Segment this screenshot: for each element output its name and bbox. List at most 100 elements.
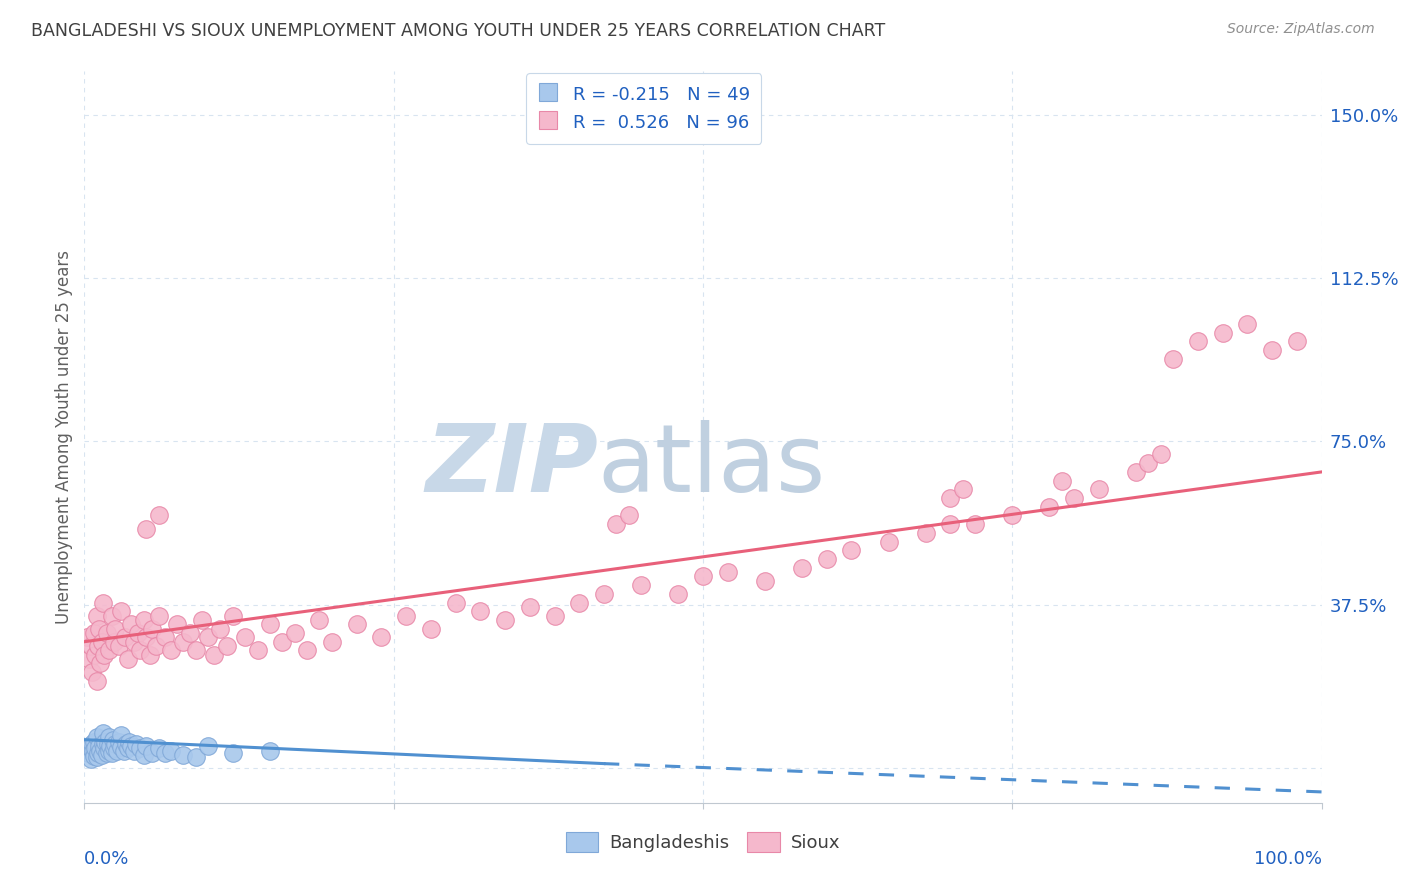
Point bbox=[96, 626, 118, 640]
Point bbox=[1261, 343, 1284, 357]
Point bbox=[1285, 334, 1308, 349]
Point bbox=[76, 631, 98, 645]
Point bbox=[295, 643, 318, 657]
Point bbox=[94, 735, 117, 749]
Point bbox=[519, 599, 541, 614]
Point bbox=[215, 639, 238, 653]
Point bbox=[630, 578, 652, 592]
Point bbox=[1063, 491, 1085, 505]
Point bbox=[103, 741, 125, 756]
Point bbox=[129, 741, 152, 756]
Point bbox=[166, 617, 188, 632]
Point bbox=[135, 739, 157, 754]
Point bbox=[1137, 456, 1160, 470]
Point bbox=[692, 569, 714, 583]
Point bbox=[98, 739, 121, 754]
Point bbox=[617, 508, 640, 523]
Point bbox=[96, 746, 118, 760]
Point bbox=[103, 634, 125, 648]
Point bbox=[148, 508, 170, 523]
Point bbox=[89, 743, 111, 757]
Point bbox=[184, 643, 207, 657]
Text: 0.0%: 0.0% bbox=[84, 850, 129, 868]
Point bbox=[965, 517, 987, 532]
Point bbox=[160, 643, 183, 657]
Point bbox=[939, 491, 962, 505]
Point bbox=[86, 731, 108, 745]
Point bbox=[197, 739, 219, 754]
Point bbox=[122, 634, 145, 648]
Point bbox=[1088, 483, 1111, 497]
Point bbox=[83, 626, 105, 640]
Point bbox=[120, 617, 142, 632]
Point bbox=[80, 665, 103, 680]
Point bbox=[605, 517, 627, 532]
Point bbox=[233, 631, 256, 645]
Point bbox=[93, 648, 115, 662]
Point bbox=[197, 631, 219, 645]
Point bbox=[1187, 334, 1209, 349]
Point bbox=[117, 741, 139, 756]
Point bbox=[1212, 326, 1234, 340]
Point bbox=[184, 750, 207, 764]
Point bbox=[79, 652, 101, 666]
Point bbox=[145, 639, 167, 653]
Point bbox=[593, 587, 616, 601]
Point bbox=[77, 746, 100, 760]
Point bbox=[841, 543, 863, 558]
Point bbox=[120, 739, 142, 754]
Point bbox=[148, 741, 170, 756]
Point bbox=[202, 648, 225, 662]
Point bbox=[321, 634, 343, 648]
Point bbox=[110, 728, 132, 742]
Point bbox=[395, 608, 418, 623]
Point bbox=[141, 622, 163, 636]
Point bbox=[877, 534, 900, 549]
Point bbox=[790, 560, 813, 574]
Point bbox=[1125, 465, 1147, 479]
Point bbox=[86, 608, 108, 623]
Point bbox=[90, 747, 112, 762]
Point bbox=[259, 617, 281, 632]
Point bbox=[101, 732, 124, 747]
Point bbox=[91, 726, 114, 740]
Point bbox=[108, 735, 131, 749]
Point bbox=[284, 626, 307, 640]
Point bbox=[160, 743, 183, 757]
Point bbox=[141, 746, 163, 760]
Point bbox=[246, 643, 269, 657]
Text: BANGLADESHI VS SIOUX UNEMPLOYMENT AMONG YOUTH UNDER 25 YEARS CORRELATION CHART: BANGLADESHI VS SIOUX UNEMPLOYMENT AMONG … bbox=[31, 22, 886, 40]
Point bbox=[135, 631, 157, 645]
Point bbox=[419, 622, 441, 636]
Point bbox=[89, 657, 111, 671]
Point bbox=[494, 613, 516, 627]
Point bbox=[1050, 474, 1073, 488]
Point bbox=[83, 748, 105, 763]
Point bbox=[717, 565, 740, 579]
Point bbox=[1001, 508, 1024, 523]
Point bbox=[754, 574, 776, 588]
Point bbox=[84, 741, 107, 756]
Point bbox=[568, 595, 591, 609]
Point bbox=[86, 750, 108, 764]
Point bbox=[129, 643, 152, 657]
Point bbox=[100, 746, 122, 760]
Point bbox=[1236, 317, 1258, 331]
Point bbox=[271, 634, 294, 648]
Point bbox=[108, 639, 131, 653]
Point bbox=[135, 521, 157, 535]
Point bbox=[308, 613, 330, 627]
Point bbox=[444, 595, 467, 609]
Point bbox=[191, 613, 214, 627]
Point bbox=[118, 735, 141, 749]
Point bbox=[82, 743, 104, 757]
Point bbox=[84, 648, 107, 662]
Legend: Bangladeshis, Sioux: Bangladeshis, Sioux bbox=[558, 824, 848, 860]
Point bbox=[87, 746, 110, 760]
Point bbox=[1161, 351, 1184, 366]
Point bbox=[98, 743, 121, 757]
Point bbox=[125, 737, 148, 751]
Point bbox=[79, 752, 101, 766]
Point bbox=[1038, 500, 1060, 514]
Point bbox=[110, 604, 132, 618]
